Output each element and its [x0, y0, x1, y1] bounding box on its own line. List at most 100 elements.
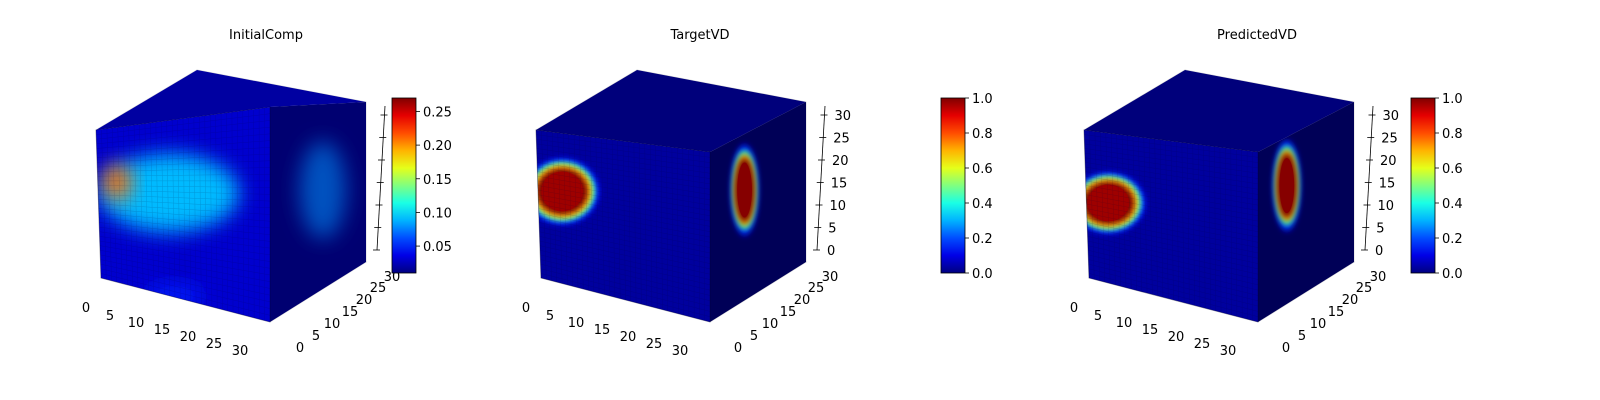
- subplot-targetvd: TargetVD 05 10 15 20 25 30 0510152025300510152…: [522, 28, 993, 359]
- voxel-grid-line: [539, 236, 710, 275]
- voxel-grid-line: [546, 131, 552, 281]
- voxel-grid-line: [537, 166, 710, 195]
- x-tick-label: 0: [1070, 301, 1078, 316]
- x-tick-label: 5: [106, 309, 114, 324]
- z-tick-label: 5: [828, 222, 836, 237]
- side-blobs: [299, 141, 346, 239]
- voxel-grid-line: [1085, 180, 1258, 211]
- voxel-grid-line: [1084, 139, 1258, 163]
- x-axis: 0 5 10 15 20 25 30: [1070, 301, 1236, 359]
- voxel-grid-line: [590, 136, 595, 292]
- voxel-grid-line: [204, 115, 207, 306]
- colorbar-tick-label: 0.6: [972, 162, 993, 177]
- colorbar-gradient: [940, 97, 966, 274]
- x-tick-label: 5: [1094, 309, 1102, 324]
- voxel-grid-line: [1094, 131, 1100, 281]
- voxel-grid-line: [1087, 226, 1258, 264]
- x-tick-label: 25: [1194, 337, 1211, 352]
- z-axis: 0 5 10 15 20 25 30: [813, 105, 851, 259]
- voxel-grid-line: [100, 268, 270, 309]
- voxel-grid-line: [1138, 136, 1143, 292]
- cube-top-face: [536, 70, 806, 152]
- z-tick-label: 10: [1378, 199, 1395, 214]
- voxel-grid-line: [242, 110, 244, 316]
- voxel-grid-line: [106, 128, 112, 281]
- y-tick-label: 30: [1370, 270, 1387, 285]
- voxel-grid-line: [649, 144, 653, 307]
- x-tick-label: 10: [568, 316, 585, 331]
- z-tick-label: 20: [1380, 154, 1397, 169]
- voxel-grid-line: [1085, 185, 1258, 216]
- voxel-grid-line: [99, 245, 270, 276]
- colorbar-tick-label: 0.15: [423, 173, 452, 188]
- voxel-grid-line: [538, 217, 710, 254]
- voxel-grid-line: [536, 143, 710, 169]
- voxel-grid-line: [99, 222, 270, 242]
- voxel-grid-line: [1086, 194, 1258, 227]
- cube-edge: [535, 129, 711, 323]
- cube-side-face: [710, 102, 806, 322]
- y-tick-label: 20: [794, 293, 811, 308]
- voxel-grid-line: [568, 134, 573, 287]
- voxel-grid-line: [100, 263, 270, 303]
- voxel-grid-line: [639, 143, 642, 305]
- voxel-grid-line: [541, 130, 547, 280]
- voxel-grid-line: [1230, 148, 1232, 316]
- voxel-grid-line: [538, 199, 710, 232]
- voxel-grid-line: [1127, 135, 1132, 290]
- voxel-grid-line: [540, 254, 710, 296]
- y-tick-label: 10: [324, 317, 341, 332]
- voxel-grid-line: [584, 136, 589, 291]
- colorbar-tick-label: 0.2: [972, 232, 993, 247]
- y-tick-label: 15: [342, 305, 359, 320]
- x-tick-label: 25: [206, 337, 223, 352]
- voxel-grid-line: [1132, 136, 1137, 291]
- voxel-blob-core: [1087, 184, 1130, 222]
- voxel-grid-line: [99, 226, 270, 249]
- voxel-grid-line: [96, 147, 270, 158]
- voxel-grid-line: [98, 208, 270, 222]
- voxel-grid-line: [1159, 139, 1164, 298]
- voxel-grid-line: [1100, 132, 1106, 283]
- colorbar-tick-label: 0.6: [1442, 162, 1463, 177]
- cube-edge: [1083, 129, 1259, 323]
- voxel-grid-line: [579, 135, 584, 290]
- voxel-grid-line: [536, 157, 710, 185]
- y-tick-label: 0: [296, 341, 304, 356]
- colorbar-gradient: [391, 97, 417, 274]
- y-tick-label: 15: [780, 305, 797, 320]
- voxel-grid-line: [97, 167, 270, 172]
- voxel-grid-line: [199, 116, 202, 305]
- voxel-grid-line: [688, 149, 690, 317]
- voxel-grid-line: [97, 185, 270, 188]
- x-tick-label: 15: [594, 323, 611, 338]
- colorbar-tick-label: 0.0: [972, 267, 993, 282]
- voxel-grid-line: [539, 222, 710, 259]
- side-blobs: [1273, 139, 1301, 232]
- voxel-grid-line: [193, 117, 197, 303]
- subplot-predictedvd: PredictedVD 05 10 15 20 25 30 0510152025300510…: [1070, 28, 1463, 359]
- voxel-grid-line: [606, 138, 610, 296]
- voxel-grid-line: [122, 126, 128, 285]
- voxel-grid-line: [1089, 130, 1095, 280]
- voxel-grid-line: [1084, 157, 1258, 185]
- voxel-grid-line: [557, 132, 563, 284]
- panel-title: PredictedVD: [1217, 28, 1297, 43]
- z-tick-label: 0: [827, 244, 835, 259]
- voxel-grid-line: [536, 134, 710, 158]
- voxel-grid-line: [540, 273, 710, 317]
- colorbar-tick-label: 1.0: [1442, 92, 1463, 107]
- y-tick-label: 15: [1328, 305, 1345, 320]
- voxel-grid-line: [117, 127, 123, 284]
- voxel-grid-line: [1121, 134, 1127, 288]
- voxel-grid-line: [98, 203, 270, 215]
- y-tick-label: 5: [1298, 329, 1306, 344]
- voxel-grid-line: [682, 148, 684, 316]
- x-tick-label: 30: [672, 344, 689, 359]
- z-tick-label: 15: [831, 177, 848, 192]
- voxel-grid: [1084, 130, 1258, 321]
- voxel-grid-line: [1085, 176, 1258, 206]
- voxel-grid-line: [1225, 147, 1227, 314]
